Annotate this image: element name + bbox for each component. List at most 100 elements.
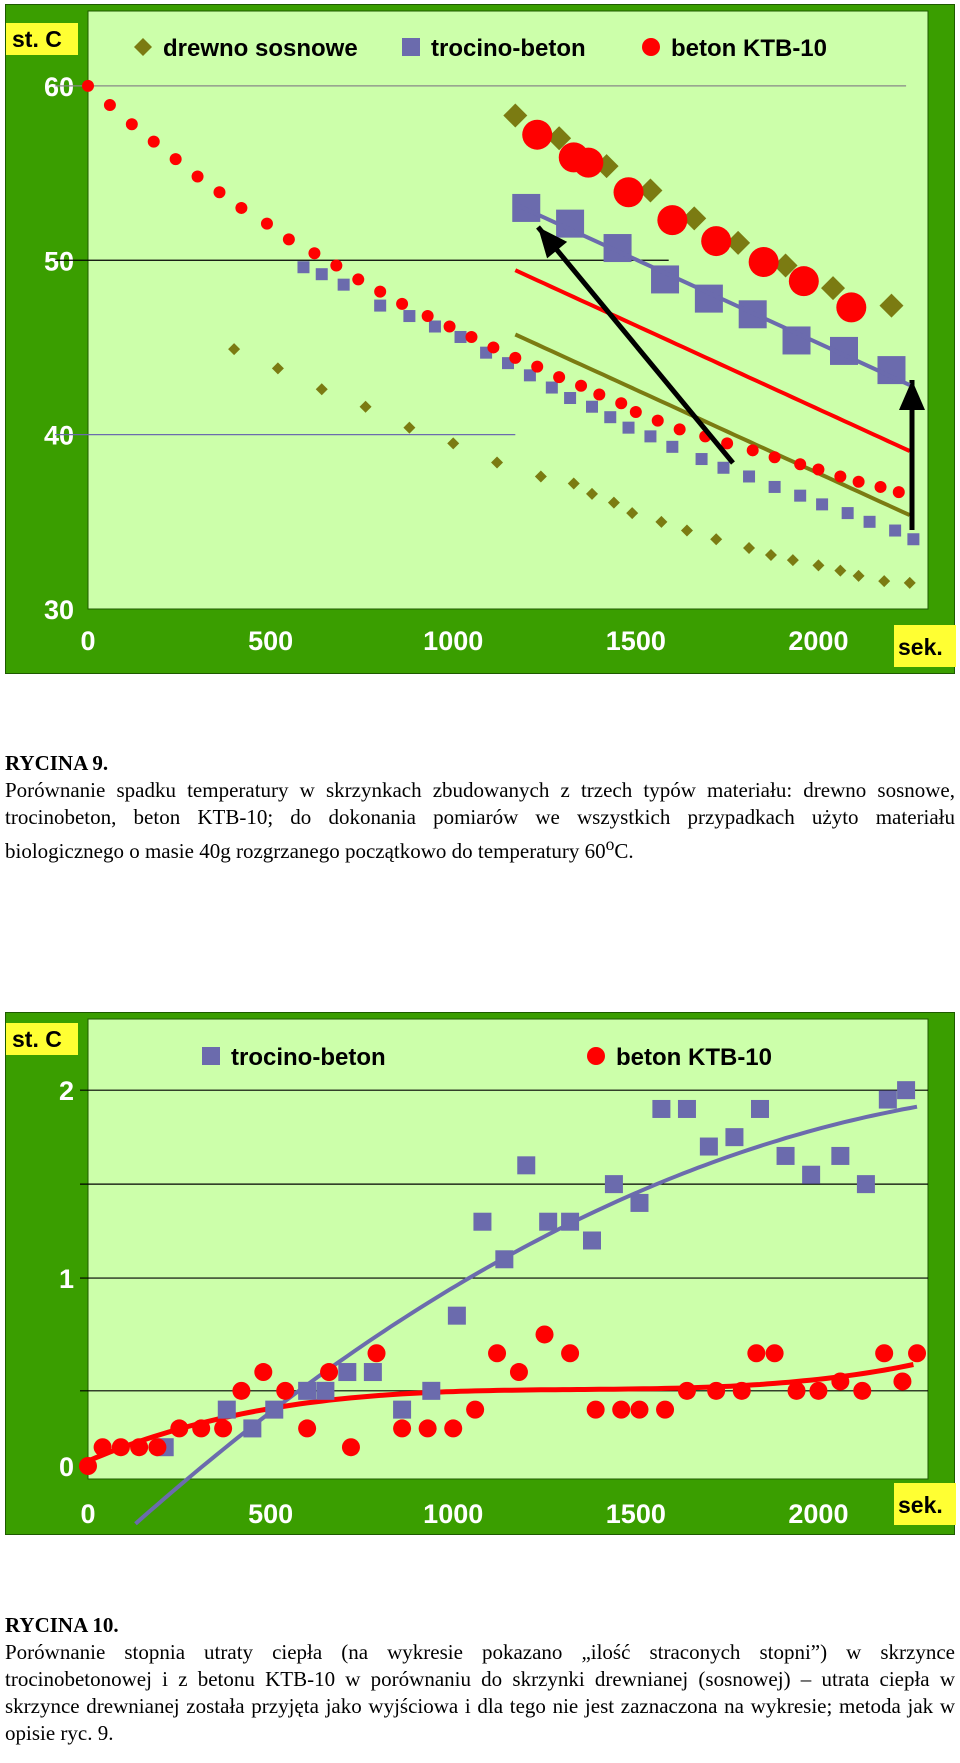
data-point: [626, 507, 639, 520]
data-point: [271, 362, 284, 375]
data-point: [743, 470, 756, 483]
data-point: [809, 1381, 828, 1400]
data-point: [130, 1438, 149, 1457]
data-point: [82, 79, 94, 92]
caption-title: RYCINA 9.: [5, 751, 109, 775]
data-point: [308, 247, 321, 260]
data-point: [748, 246, 779, 277]
data-point: [254, 1363, 273, 1382]
data-point: [191, 170, 204, 183]
data-point: [359, 400, 372, 413]
legend-marker: [587, 1047, 605, 1065]
data-point: [320, 1363, 339, 1382]
data-point: [567, 477, 580, 490]
y-unit-label: st. C: [12, 1026, 62, 1052]
data-point: [695, 453, 708, 466]
data-point: [393, 1419, 412, 1438]
data-point: [841, 507, 854, 520]
data-point: [615, 397, 628, 410]
x-unit-label: sek.: [898, 634, 943, 660]
data-point: [593, 388, 606, 401]
data-point: [509, 1363, 528, 1382]
data-point: [673, 423, 686, 436]
series-beton-ktb-10: [79, 1325, 927, 1475]
data-point: [816, 498, 829, 511]
data-point: [644, 430, 657, 443]
data-point: [79, 1457, 97, 1475]
caption-text: Porównanie stopnia utraty ciepła (na wyk…: [5, 1640, 955, 1745]
legend-marker: [134, 38, 152, 56]
data-point: [765, 1344, 784, 1363]
trend-line: [514, 332, 911, 517]
data-point: [374, 299, 387, 312]
data-point: [447, 437, 460, 450]
data-point: [421, 310, 434, 323]
y-unit-label-box: [6, 1023, 78, 1055]
data-point: [545, 381, 558, 394]
x-tick-label: 1000: [423, 626, 483, 656]
data-point: [265, 1400, 284, 1419]
data-point: [831, 1372, 850, 1391]
legend-marker: [202, 1047, 220, 1065]
data-point: [732, 1381, 751, 1400]
plot-area: [87, 1018, 929, 1480]
data-point: [604, 411, 617, 424]
x-tick-label: 500: [248, 1499, 293, 1529]
data-point: [701, 226, 732, 257]
data-point: [169, 153, 182, 166]
data-point: [812, 559, 825, 572]
data-point: [447, 1306, 466, 1325]
x-tick-label: 0: [80, 1499, 95, 1529]
data-point: [613, 177, 644, 208]
data-point: [787, 1381, 806, 1400]
data-point: [856, 1175, 875, 1194]
data-point: [821, 276, 846, 301]
temperature-drop-chart: st. C sek. 30 40 50 60 0 500 1000 1500 2000 drewno …: [6, 10, 956, 667]
series-beton-ktb-10: [82, 79, 905, 499]
data-point: [523, 369, 536, 382]
x-tick-label: 500: [248, 626, 293, 656]
y-tick-label: 0: [59, 1452, 74, 1482]
data-point: [297, 261, 310, 274]
data-point: [428, 320, 441, 333]
data-point: [517, 1156, 536, 1175]
data-point: [747, 1344, 766, 1363]
data-point: [794, 458, 807, 471]
data-point: [834, 564, 847, 577]
y-unit-label: st. C: [12, 26, 62, 52]
data-point: [652, 1099, 671, 1118]
data-point: [586, 400, 598, 413]
data-point: [802, 1165, 821, 1184]
data-point: [235, 201, 248, 214]
data-point: [607, 496, 620, 509]
trend-line: [514, 202, 911, 387]
data-point: [794, 489, 807, 502]
data-point: [878, 1090, 897, 1109]
data-point: [443, 320, 456, 333]
data-point: [677, 1381, 696, 1400]
y-tick-label: 60: [44, 72, 74, 102]
data-point: [93, 1438, 112, 1457]
y-tick-label: 50: [44, 246, 74, 276]
x-unit-label: sek.: [898, 1492, 943, 1518]
data-point: [547, 126, 572, 151]
data-point: [908, 1344, 927, 1363]
series-drewno-sosnowe: [228, 103, 916, 589]
data-point: [586, 487, 598, 500]
x-tick-label: 1500: [606, 1499, 666, 1529]
data-point: [396, 297, 409, 310]
data-point: [889, 524, 902, 537]
data-point: [874, 480, 887, 493]
data-point: [535, 1325, 554, 1344]
data-point: [746, 444, 759, 457]
data-point: [812, 463, 825, 476]
data-point: [367, 1344, 386, 1363]
figure-10-chart: st. C sek. 0 1 2 0 500 1000 1500 2000 trocino-beto…: [5, 1012, 956, 1535]
figure-9-chart: st. C sek. 30 40 50 60 0 500 1000 1500 2000 drewno …: [5, 4, 956, 674]
caption-superscript: o: [605, 834, 615, 854]
data-point: [897, 1081, 916, 1100]
data-point: [583, 1231, 601, 1250]
data-point: [522, 119, 553, 150]
data-point: [853, 1381, 872, 1400]
legend-entry: trocino-beton: [231, 1044, 386, 1071]
